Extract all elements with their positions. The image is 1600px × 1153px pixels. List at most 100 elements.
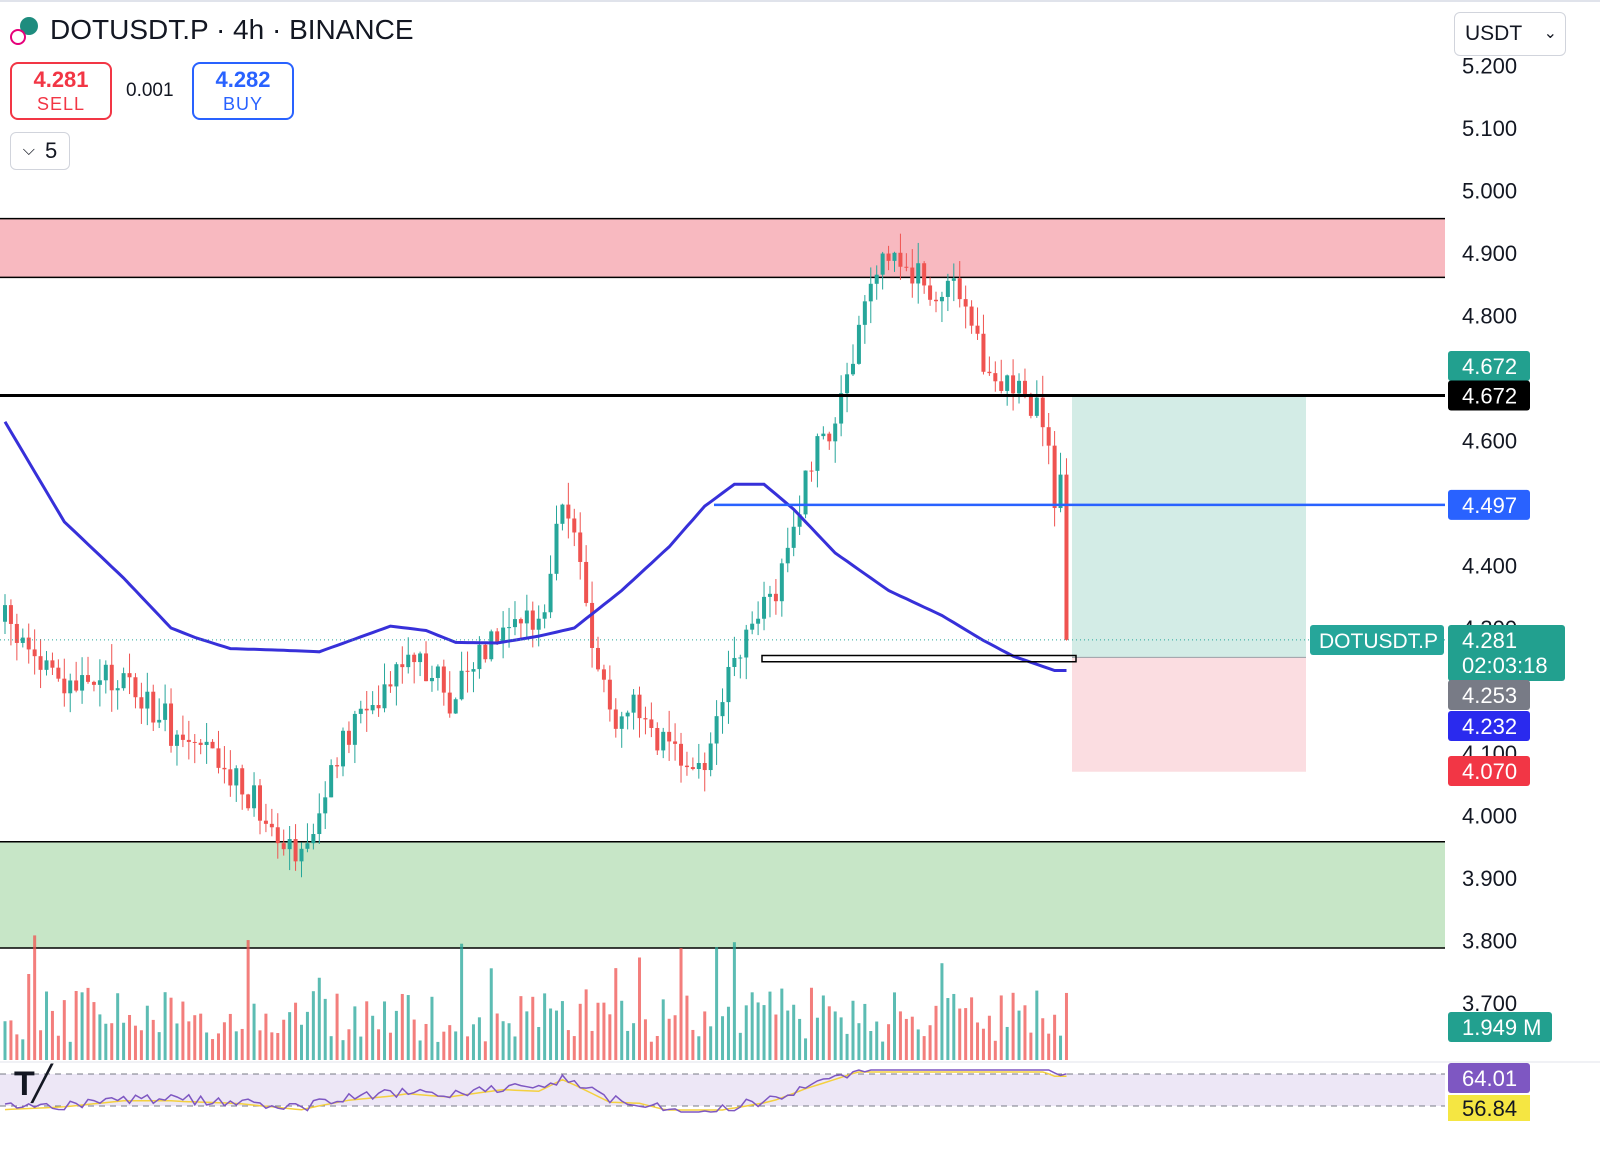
candle	[151, 691, 156, 723]
volume-bar	[887, 1024, 891, 1060]
volume-bar	[169, 997, 173, 1060]
volume-bar	[940, 963, 944, 1060]
candle	[139, 697, 144, 709]
currency-value: USDT	[1465, 22, 1523, 45]
candle	[145, 691, 150, 709]
volume-bar	[1041, 1018, 1045, 1060]
volume-bar	[893, 992, 896, 1060]
volume-bar	[406, 995, 410, 1060]
volume-bar	[193, 1015, 197, 1060]
symbol-tag: DOTUSDT.P	[1319, 630, 1438, 653]
rsi-line	[4, 1069, 1067, 1113]
candle	[934, 299, 939, 302]
rsi-value-label: 64.01	[1462, 1066, 1517, 1091]
candle	[269, 823, 274, 828]
volume-bar	[240, 1028, 244, 1060]
volume-bar	[774, 1014, 778, 1060]
candle	[554, 523, 559, 574]
volume-bar	[311, 991, 315, 1060]
volume-bar	[347, 1029, 351, 1060]
candle	[744, 629, 749, 658]
candle	[198, 742, 203, 745]
candle	[892, 252, 897, 261]
candle	[874, 274, 879, 284]
volume-bar	[833, 1011, 837, 1060]
volume-bar	[501, 1021, 505, 1060]
candle	[862, 301, 867, 325]
candle	[975, 325, 980, 334]
volume-bar	[359, 1036, 363, 1060]
volume-bar	[92, 1002, 96, 1060]
candle	[364, 708, 369, 711]
volume-bar	[584, 989, 588, 1060]
volume-bar	[353, 1006, 357, 1060]
quantity-selector[interactable]: ⌵ 5	[10, 132, 70, 170]
candle	[993, 373, 998, 382]
moving-average-line	[3, 421, 1067, 672]
buy-button[interactable]: 4.282 BUY	[192, 62, 294, 120]
candle	[945, 280, 950, 297]
candle	[234, 768, 239, 786]
candle	[400, 664, 405, 668]
candle	[240, 768, 245, 795]
price-label-bg	[1448, 351, 1530, 381]
candle	[530, 610, 535, 630]
buy-price: 4.282	[215, 67, 271, 92]
volume-bar	[987, 1015, 991, 1060]
volume-bar	[970, 997, 974, 1060]
axis-tick-label: 4.000	[1462, 804, 1517, 829]
price-label: 4.672	[1462, 354, 1517, 379]
volume-bar	[756, 1002, 760, 1060]
volume-bar	[442, 1031, 446, 1060]
candle	[352, 713, 357, 745]
volume-bar	[270, 1032, 274, 1060]
stop-zone	[1072, 657, 1306, 772]
volume-bar	[68, 1041, 72, 1060]
volume-bar	[845, 1033, 849, 1060]
volume-bar	[489, 968, 493, 1060]
candle	[625, 712, 630, 717]
volume-bar	[786, 1010, 790, 1060]
volume-bar	[780, 988, 784, 1060]
candle	[714, 716, 719, 744]
candle	[779, 563, 784, 602]
candle	[133, 677, 138, 698]
price-axis[interactable]: 5.2005.1005.0004.9004.8004.6004.4004.300…	[1310, 54, 1565, 1122]
rsi-pane	[0, 1061, 1600, 1113]
volume-bar	[80, 992, 84, 1060]
sell-button[interactable]: 4.281 SELL	[10, 62, 112, 120]
volume-bar	[626, 1030, 630, 1060]
candle	[815, 436, 820, 471]
candle	[839, 393, 844, 424]
volume-bar	[762, 1005, 766, 1060]
candle	[501, 627, 506, 643]
candle	[32, 649, 37, 657]
candle	[293, 839, 298, 862]
volume-bar	[383, 1001, 387, 1060]
volume-bar	[898, 1011, 902, 1060]
volume-bar	[1023, 1005, 1027, 1060]
volume-bar	[566, 1030, 570, 1060]
candle	[762, 596, 767, 619]
volume-bar	[999, 995, 1003, 1060]
candle	[720, 702, 725, 717]
volume-bar	[27, 973, 31, 1060]
candle	[507, 627, 512, 629]
volume-bar	[377, 1029, 381, 1060]
candle	[868, 283, 873, 302]
candle	[252, 785, 257, 809]
candle	[20, 637, 25, 643]
volume-bar	[341, 1040, 345, 1060]
volume-bar	[62, 1000, 66, 1060]
volume-bar	[608, 1014, 612, 1060]
volume-bar	[809, 987, 813, 1060]
symbol-title: DOTUSDT.P · 4h · BINANCE	[50, 14, 414, 45]
candle	[335, 765, 340, 767]
volume-bar	[145, 1005, 149, 1060]
volume-bar	[246, 940, 250, 1060]
currency-select[interactable]: USDT ⌄	[1454, 12, 1566, 56]
volume-bar	[928, 1025, 932, 1060]
symbol-header[interactable]: DOTUSDT.P · 4h · BINANCE	[10, 14, 414, 46]
volume-bar	[175, 1023, 179, 1060]
